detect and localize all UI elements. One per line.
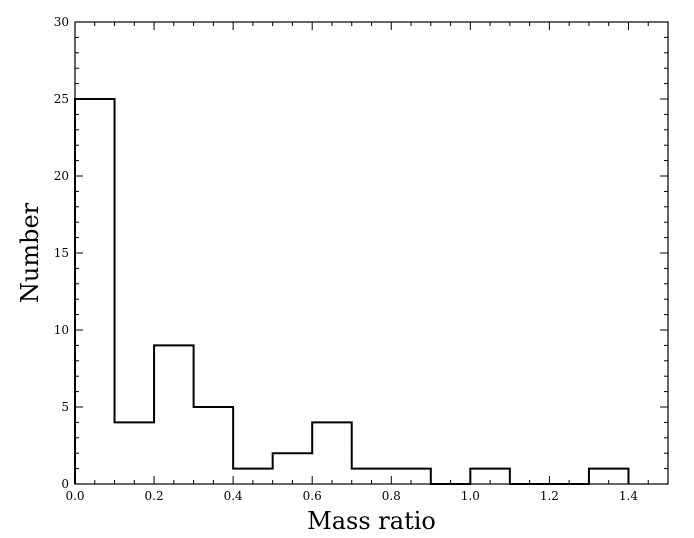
y-tick-label: 20 [54,169,69,183]
axis-ticks [74,21,669,485]
y-tick-label: 0 [61,477,69,491]
y-tick-labels: 0 5 10 15 20 25 30 [54,15,69,491]
histogram-bin [154,345,194,484]
x-tick-labels: 0.0 0.2 0.4 0.6 0.8 1.0 1.2 1.4 [65,489,638,503]
histogram-step-line [74,98,630,485]
histogram-bin [115,422,155,484]
x-axis-label: Mass ratio [307,507,436,535]
x-tick-label: 1.2 [540,489,559,503]
histogram-bin [75,99,115,484]
histogram-bin [273,453,313,484]
y-tick-label: 25 [54,92,69,106]
x-tick-label: 0.0 [65,489,84,503]
y-tick-label: 10 [54,323,69,337]
y-tick-label: 15 [54,246,69,260]
histogram-bin [194,407,234,484]
y-tick-label: 5 [61,400,69,414]
histogram-bin [312,422,352,484]
y-tick-label: 30 [54,15,69,29]
x-tick-label: 0.2 [145,489,164,503]
x-tick-label: 1.0 [461,489,480,503]
x-tick-label: 0.8 [382,489,401,503]
plot-frame [74,21,669,485]
x-tick-label: 0.4 [224,489,243,503]
x-tick-label: 0.6 [303,489,322,503]
x-tick-label: 1.4 [619,489,638,503]
y-axis-label: Number [16,202,44,303]
